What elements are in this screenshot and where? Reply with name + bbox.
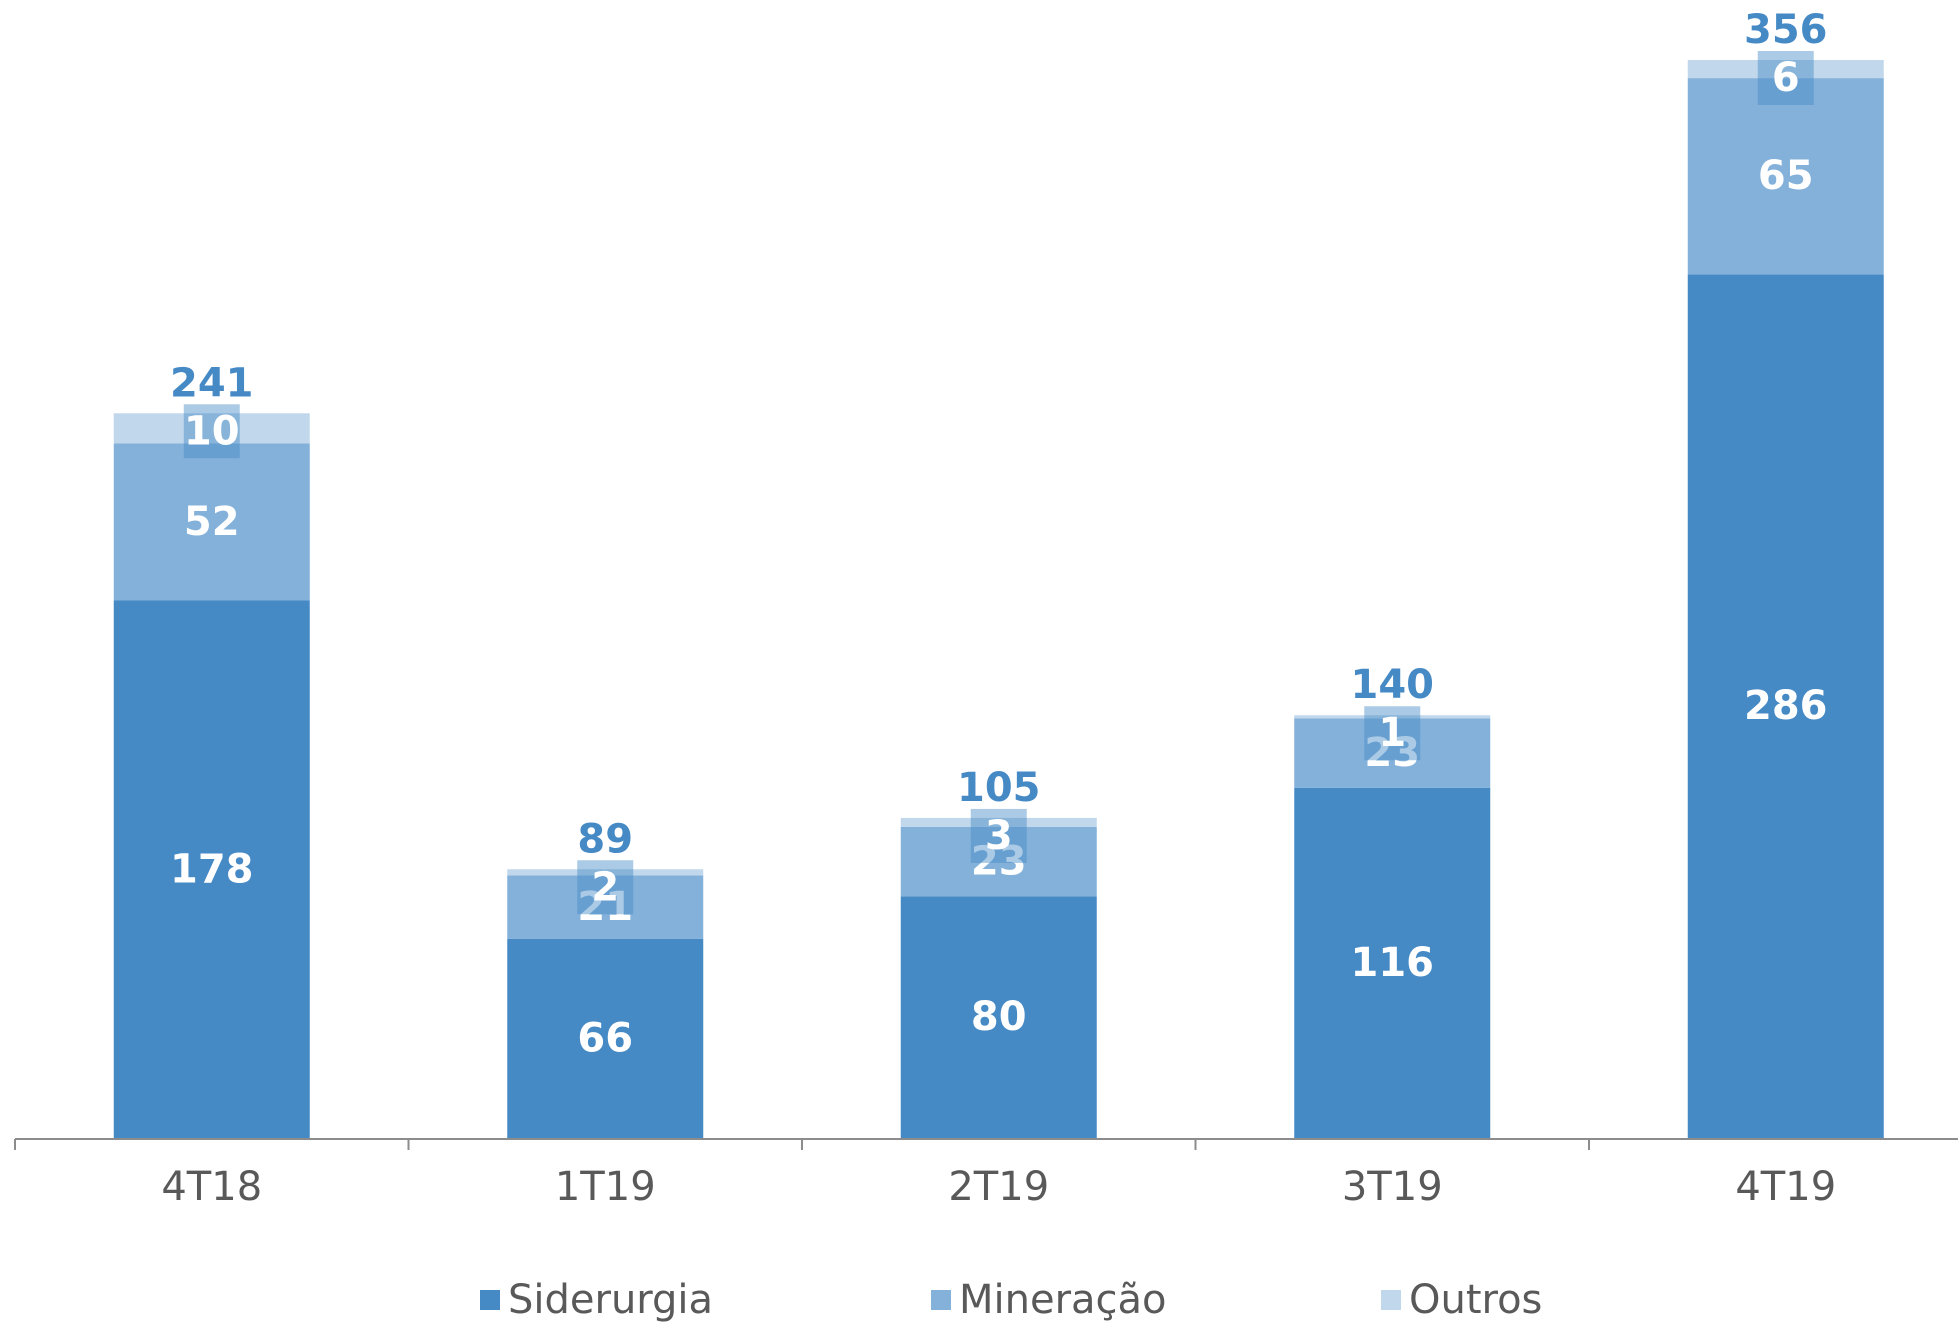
legend-label-mineracao: Mineração — [959, 1277, 1167, 1323]
category-labels: 4T18 1T19 2T19 3T19 4T19 — [161, 1164, 1836, 1210]
category-tick-label: 1T19 — [555, 1164, 656, 1210]
segment-value-label: 21 — [577, 884, 633, 930]
stacked-bar-chart: 4T18 1T19 2T19 3T19 4T19 1785210662128023311… — [14, 7, 1958, 1210]
segment-value-label: 2 — [591, 864, 619, 910]
total-value-label: 105 — [957, 765, 1041, 811]
bar-mineracao-1t19 — [507, 875, 704, 939]
bar-outros-4t18 — [113, 413, 310, 444]
segment-label-box — [1364, 706, 1421, 761]
bar-mineracao-2t19 — [900, 826, 1097, 897]
segment-value-label: 3 — [985, 813, 1013, 859]
bar-mineracao-4t18 — [113, 443, 310, 601]
bars-group — [113, 59, 1884, 1138]
segment-value-label: 80 — [971, 994, 1027, 1040]
segment-label-box — [183, 404, 240, 459]
segment-value-label: 65 — [1758, 153, 1814, 199]
segment-label-box — [577, 860, 634, 915]
legend-item-siderurgia: Siderurgia — [480, 1278, 713, 1322]
segment-value-label: 6 — [1772, 55, 1800, 101]
legend-swatch-outros — [1381, 1290, 1401, 1310]
category-tick-label: 2T19 — [948, 1164, 1049, 1210]
bar-siderurgia-2t19 — [900, 896, 1097, 1138]
segment-value-label: 178 — [170, 846, 254, 892]
bar-siderurgia-3t19 — [1294, 787, 1491, 1138]
legend-item-mineracao: Mineração — [931, 1278, 1167, 1322]
segment-label-box — [1757, 50, 1814, 105]
category-tick-label: 4T18 — [161, 1164, 262, 1210]
total-labels: 241 89 105 140 356 — [170, 7, 1828, 862]
bar-siderurgia-4t18 — [113, 600, 310, 1138]
bar-outros-2t19 — [900, 817, 1097, 827]
category-tick-label: 3T19 — [1342, 1164, 1443, 1210]
bar-siderurgia-1t19 — [507, 938, 704, 1138]
total-value-label: 89 — [577, 816, 633, 862]
category-tick-label: 4T19 — [1735, 1164, 1836, 1210]
x-axis-ticks — [14, 1139, 1590, 1150]
total-value-label: 356 — [1744, 7, 1828, 53]
segment-value-label: 286 — [1744, 683, 1828, 729]
bar-mineracao-3t19 — [1294, 718, 1491, 788]
segment-value-label: 52 — [184, 499, 240, 545]
bar-outros-1t19 — [507, 869, 704, 876]
legend: Siderurgia Mineração Outros — [0, 1278, 1958, 1322]
bar-siderurgia-4t19 — [1687, 274, 1884, 1138]
bar-outros-3t19 — [1294, 715, 1491, 719]
total-value-label: 140 — [1351, 662, 1435, 708]
legend-swatch-mineracao — [931, 1290, 951, 1310]
legend-label-siderurgia: Siderurgia — [508, 1277, 714, 1323]
segment-label-box — [970, 808, 1027, 863]
legend-item-outros: Outros — [1381, 1278, 1542, 1322]
segment-value-label: 1 — [1378, 710, 1406, 756]
total-value-label: 241 — [170, 360, 254, 406]
segment-value-label: 66 — [577, 1015, 633, 1061]
segment-value-label: 23 — [1364, 730, 1420, 776]
bar-mineracao-4t19 — [1687, 78, 1884, 275]
segment-value-label: 116 — [1351, 940, 1435, 986]
legend-label-outros: Outros — [1409, 1277, 1543, 1323]
segment-value-label: 23 — [971, 839, 1027, 885]
bar-outros-4t19 — [1687, 59, 1884, 79]
legend-swatch-siderurgia — [480, 1290, 500, 1310]
segment-value-label: 10 — [184, 408, 240, 454]
